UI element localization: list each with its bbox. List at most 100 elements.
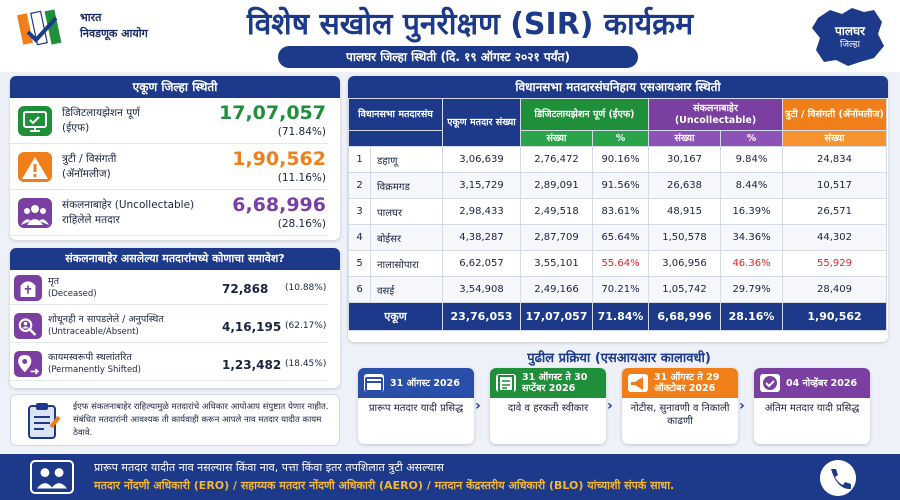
summary-row: डिजिटलायझेशन पूर्ण (ईएफ) 17,07,057 (71.84%) bbox=[10, 100, 328, 144]
total-voters: 3,15,729 bbox=[442, 172, 521, 199]
inclusion-row: मृत (Deceased) 72,868 (10.88%) bbox=[10, 272, 328, 305]
col-sub-count: संख्या bbox=[648, 130, 722, 147]
constituency-name: वसई bbox=[370, 276, 443, 303]
timeline-step: 04 नोव्हेंबर 2026 अंतिम मतदार यादी प्रसिद… bbox=[754, 368, 870, 444]
inclusion-value: 1,23,482 bbox=[222, 358, 282, 372]
inclusion-pct: (62.17%) bbox=[285, 321, 327, 331]
col-anomalies: त्रुटी / विसंगती (ॲनॉमलीज) bbox=[782, 98, 888, 131]
row-number: 4 bbox=[348, 224, 371, 251]
row-number: 6 bbox=[348, 276, 371, 303]
total-digitized: 17,07,057 bbox=[520, 302, 593, 331]
digitized-pct: 91.56% bbox=[591, 172, 650, 199]
people-group-icon bbox=[18, 198, 52, 228]
table-row: 1 डहाणू 3,06,639 2,76,472 90.16% 30,167 9.84% 2… bbox=[348, 146, 888, 173]
uncollectable-count: 30,167 bbox=[648, 146, 722, 173]
district-label: पालघर जिल्हा bbox=[834, 24, 866, 50]
inclusion-pct: (18.45%) bbox=[285, 359, 327, 369]
anomaly-count: 44,302 bbox=[782, 224, 888, 251]
eci-logo-icon bbox=[16, 9, 62, 46]
digitized-pct: 70.21% bbox=[591, 276, 650, 303]
search-person-icon bbox=[14, 313, 42, 339]
col-constituency: विधानसभा मतदारसंघ bbox=[348, 98, 443, 131]
constituency-table: विधानसभा मतदारसंघ एकूण मतदार संख्या डिजि… bbox=[348, 98, 888, 331]
table-row: 3 पालघर 2,98,433 2,49,518 83.61% 48,915 16.39%… bbox=[348, 198, 888, 225]
digitized-count: 2,49,518 bbox=[520, 198, 593, 225]
col-sub-blank bbox=[348, 130, 443, 147]
col-digitized: डिजिटलायझेशन पूर्ण (ईएफ) bbox=[519, 98, 650, 131]
inclusion-value: 4,16,195 bbox=[222, 320, 282, 334]
constituency-name: विक्रमगड bbox=[370, 172, 443, 199]
total-anomalies: 1,90,562 bbox=[782, 302, 888, 331]
row-number: 2 bbox=[348, 172, 371, 199]
total-voters: 4,38,287 bbox=[442, 224, 521, 251]
row-number: 3 bbox=[348, 198, 371, 225]
step-label: प्रारूप मतदार यादी प्रसिद्ध bbox=[368, 403, 464, 414]
step-date: 31 ऑगस्ट ते 30 सप्टेंबर 2026 bbox=[490, 368, 606, 398]
uncollectable-count: 1,05,742 bbox=[648, 276, 722, 303]
uncollectable-count: 1,50,578 bbox=[648, 224, 722, 251]
digitized-pct: 90.16% bbox=[591, 146, 650, 173]
inclusion-label: शोधूनही न सापडलेले / अनुपस्थित (Untracea… bbox=[48, 314, 164, 337]
timeline-step: 31 ऑगस्ट ते 29 ऑक्टोबर 2026 नोटीस, सुनावण… bbox=[622, 368, 738, 444]
uncollectable-count: 26,638 bbox=[648, 172, 722, 199]
digitized-count: 2,76,472 bbox=[520, 146, 593, 173]
total-voters: 2,98,433 bbox=[442, 198, 521, 225]
uncollectable-pct: 16.39% bbox=[720, 198, 784, 225]
step-label: दावे व हरकती स्वीकार bbox=[507, 403, 589, 414]
timeline-step: 31 ऑगस्ट 2026 प्रारूप मतदार यादी प्रसिद्ध bbox=[358, 368, 474, 444]
col-total-voters: एकूण मतदार संख्या bbox=[442, 98, 521, 147]
megaphone-icon bbox=[628, 374, 648, 392]
digitized-pct: 65.64% bbox=[591, 224, 650, 251]
page-title: विशेष सखोल पुनरीक्षण (SIR) कार्यक्रम bbox=[246, 7, 694, 42]
arrow-right-icon: › bbox=[739, 398, 745, 414]
table-heading: विधानसभा मतदारसंघनिहाय एसआयआर स्थिती bbox=[348, 76, 888, 98]
warning-icon bbox=[18, 152, 52, 182]
table-row: 5 नालासोपारा 6,62,057 3,55,101 55.64% 3,06,95… bbox=[348, 250, 888, 277]
anomaly-count: 26,571 bbox=[782, 198, 888, 225]
col-sub-count: संख्या bbox=[782, 130, 888, 147]
summary-row: त्रुटी / विसंगती (ॲनॉमलीज) 1,90,562 (11.16%… bbox=[10, 146, 328, 190]
row-number: 5 bbox=[348, 250, 371, 277]
total-digitized-pct: 71.84% bbox=[591, 302, 650, 331]
steps-heading: पुढील प्रक्रिया (एसआयआर कालावधी) bbox=[527, 351, 711, 366]
step-date: 31 ऑगस्ट ते 29 ऑक्टोबर 2026 bbox=[622, 368, 738, 398]
inclusion-row: कायमस्वरूपी स्थलांतरित (Permanently Shif… bbox=[10, 348, 328, 381]
calendar-icon bbox=[364, 374, 384, 392]
summary-pct: (28.16%) bbox=[277, 218, 326, 230]
total-voters: 6,62,057 bbox=[442, 250, 521, 277]
total-uncollectable-pct: 28.16% bbox=[720, 302, 784, 331]
header: भारत निवडणूक आयोग विशेष सखोल पुनरीक्षण (… bbox=[0, 0, 900, 72]
constituency-name: पालघर bbox=[370, 198, 443, 225]
summary-value: 6,68,996 bbox=[232, 194, 326, 216]
summary-label: डिजिटलायझेशन पूर्ण (ईएफ) bbox=[62, 107, 140, 134]
phone-icon bbox=[820, 460, 856, 496]
footer-line-1: प्रारूप मतदार यादीत नाव नसल्यास किंवा ना… bbox=[94, 461, 444, 474]
eci-name: भारत निवडणूक आयोग bbox=[80, 11, 148, 40]
grave-icon bbox=[14, 275, 42, 301]
col-sub-pct: % bbox=[591, 130, 650, 147]
digitized-pct: 83.61% bbox=[591, 198, 650, 225]
contact-people-icon bbox=[30, 460, 74, 494]
summary-value: 1,90,562 bbox=[232, 148, 326, 170]
total-voters: 3,54,908 bbox=[442, 276, 521, 303]
clipboard-icon bbox=[28, 403, 61, 439]
arrow-right-icon: › bbox=[607, 398, 613, 414]
inclusion-row: शोधूनही न सापडलेले / अनुपस्थित (Untracea… bbox=[10, 310, 328, 343]
inclusion-label: मृत (Deceased) bbox=[48, 276, 97, 299]
inclusion-pct: (10.88%) bbox=[285, 283, 327, 293]
page-subtitle: पालघर जिल्हा स्थिती (दि. १९ ऑगस्ट २०२१ प… bbox=[278, 46, 638, 68]
computer-check-icon bbox=[18, 106, 52, 136]
location-move-icon bbox=[14, 351, 42, 377]
table-row: 4 बोईसर 4,38,287 2,87,709 65.64% 1,50,578 34.3… bbox=[348, 224, 888, 251]
summary-pct: (71.84%) bbox=[277, 126, 326, 138]
note-text: ईएफ संकलनाबाहेर राहिल्यामुळे मतदारांचे अ… bbox=[73, 402, 329, 438]
step-date: 31 ऑगस्ट 2026 bbox=[358, 368, 474, 398]
digitized-pct: 55.64% bbox=[591, 250, 650, 277]
constituency-name: नालासोपारा bbox=[370, 250, 443, 277]
inclusion-card: संकलनाबाहेर असलेल्या मतदारांमध्ये कोणाचा… bbox=[10, 248, 340, 388]
table-total-row: एकूण 23,76,053 17,07,057 71.84% 6,68,996… bbox=[348, 302, 888, 331]
step-label: नोटीस, सुनावणी व निकाली काढणी bbox=[630, 403, 730, 427]
anomaly-count: 24,834 bbox=[782, 146, 888, 173]
total-voters: 23,76,053 bbox=[442, 302, 521, 331]
inclusion-heading: संकलनाबाहेर असलेल्या मतदारांमध्ये कोणाचा… bbox=[10, 248, 340, 270]
